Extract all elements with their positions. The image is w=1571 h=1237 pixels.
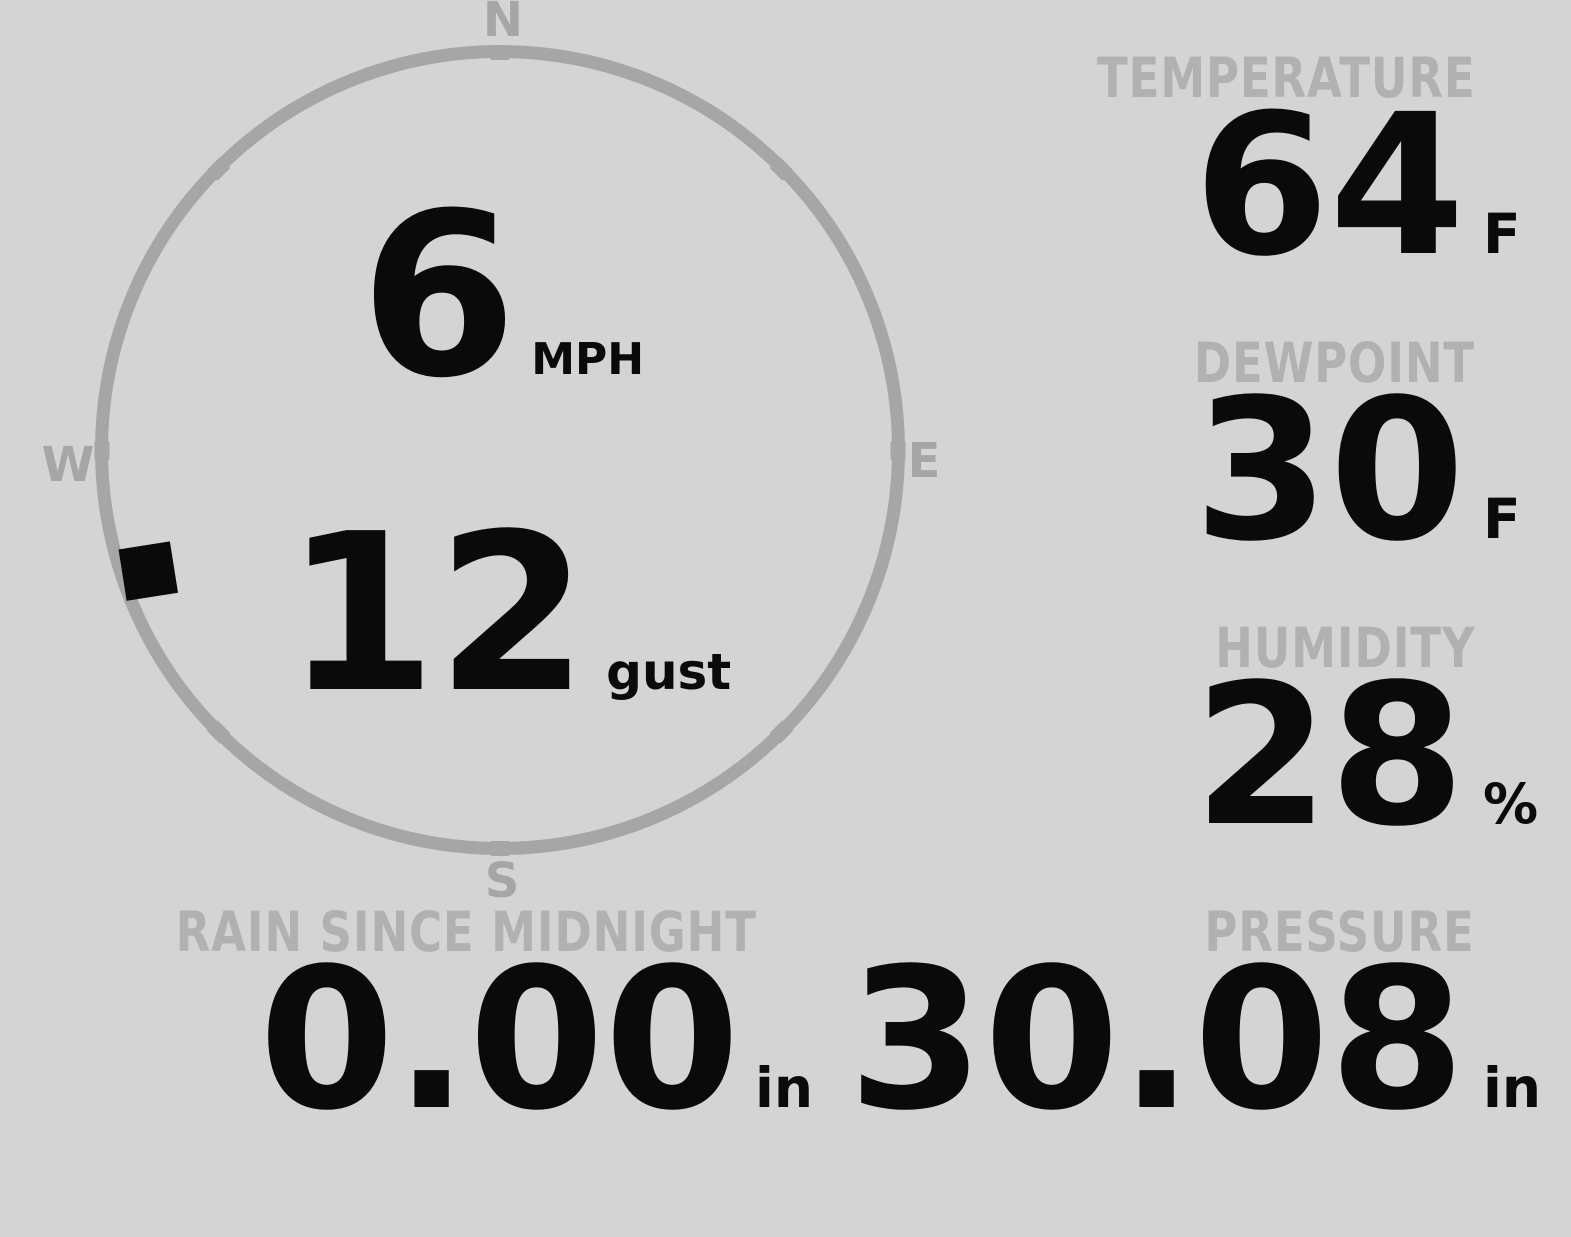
- temperature-value: 64: [1193, 72, 1465, 299]
- wind-direction-marker: [118, 541, 179, 601]
- temperature-value-row: 64 F: [1194, 88, 1545, 283]
- rain-label: RAIN SINCE MIDNIGHT: [48, 905, 757, 960]
- metric-dewpoint: DEWPOINT 30 F: [1132, 336, 1545, 569]
- pressure-label-text: PRESSURE: [1204, 900, 1475, 964]
- metric-temperature: TEMPERATURE 64 F: [1014, 51, 1545, 284]
- temperature-unit: F: [1483, 202, 1521, 266]
- humidity-value: 28: [1193, 642, 1465, 869]
- pressure-label: PRESSURE: [1145, 905, 1475, 960]
- humidity-value-row: 28 %: [1194, 658, 1545, 853]
- metric-pressure: PRESSURE 30.08 in: [848, 905, 1545, 1138]
- wind-speed-unit: MPH: [531, 334, 645, 385]
- compass-tick-n: [491, 45, 509, 60]
- compass-tick-e: [890, 441, 906, 460]
- compass-label-north: N: [482, 0, 524, 48]
- temperature-label-text: TEMPERATURE: [1096, 46, 1475, 110]
- humidity-unit: %: [1483, 772, 1539, 836]
- compass-tick-w: [94, 441, 110, 460]
- wind-speed-value: 6: [359, 165, 518, 428]
- temperature-label: TEMPERATURE: [1014, 51, 1475, 106]
- wind-gust-unit: gust: [606, 643, 732, 701]
- dewpoint-label: DEWPOINT: [1132, 336, 1475, 391]
- dewpoint-value-row: 30 F: [1194, 373, 1545, 568]
- humidity-label-text: HUMIDITY: [1214, 616, 1475, 680]
- pressure-unit: in: [1483, 1056, 1542, 1120]
- compass-label-west: W: [41, 437, 95, 493]
- dewpoint-label-text: DEWPOINT: [1193, 331, 1475, 395]
- pressure-value: 30.08: [848, 926, 1465, 1153]
- dewpoint-value: 30: [1193, 357, 1465, 584]
- compass-label-east: E: [907, 433, 941, 489]
- rain-unit: in: [755, 1056, 814, 1120]
- wind-gust-value: 12: [284, 488, 589, 741]
- dewpoint-unit: F: [1483, 487, 1521, 551]
- metric-humidity: HUMIDITY 28 %: [1158, 621, 1545, 854]
- metric-rain-since-midnight: RAIN SINCE MIDNIGHT 0.00 in: [48, 905, 814, 1153]
- compass-label-south: S: [484, 853, 520, 909]
- wind-speed-row: 6 MPH: [360, 184, 644, 410]
- rain-value-row: 0.00 in: [258, 926, 814, 1153]
- rain-label-text: RAIN SINCE MIDNIGHT: [175, 900, 757, 964]
- rain-value: 0.00: [258, 926, 740, 1153]
- pressure-value-row: 30.08 in: [848, 942, 1545, 1137]
- wind-gust-row: 12 gust: [285, 506, 731, 724]
- humidity-label: HUMIDITY: [1158, 621, 1475, 676]
